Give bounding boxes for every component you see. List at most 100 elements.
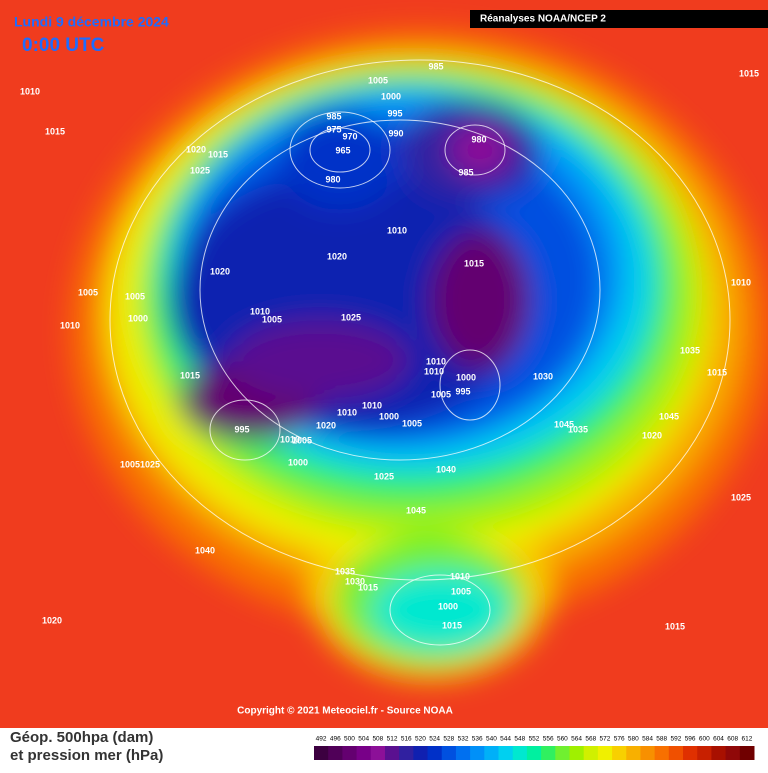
pressure-label: 1015 (208, 149, 228, 159)
pressure-label: 1005 (451, 586, 471, 596)
colorbar-label: 540 (486, 736, 497, 743)
pressure-label: 1005 (402, 418, 422, 428)
colorbar-label: 560 (557, 736, 568, 743)
colorbar-label: 596 (685, 736, 696, 743)
pressure-label: 1025 (731, 492, 751, 502)
pressure-label: 985 (428, 61, 443, 71)
colorbar-label: 516 (401, 736, 412, 743)
colorbar-cell (455, 746, 471, 760)
colorbar-cell (640, 746, 656, 760)
pressure-label: 1020 (327, 251, 347, 261)
pressure-label: 1035 (680, 345, 700, 355)
height-field (70, 30, 768, 680)
pressure-label: 1005 (125, 291, 145, 301)
colorbar-cell (725, 746, 741, 760)
pressure-label: 1010 (731, 277, 751, 287)
colorbar-cell (697, 746, 712, 760)
pressure-label: 1025 (374, 471, 394, 481)
pressure-label: 1010 (20, 86, 40, 96)
pressure-label: 1010 (387, 225, 407, 235)
colorbar-label: 604 (713, 736, 724, 743)
colorbar-label: 524 (429, 736, 440, 743)
colorbar-cell (739, 746, 755, 760)
pressure-label: 975 (326, 124, 341, 134)
colorbar-label: 508 (372, 736, 383, 743)
pressure-label: 980 (471, 134, 486, 144)
colorbar-label: 528 (443, 736, 454, 743)
pressure-label: 1000 (379, 411, 399, 421)
pressure-label: 1005 (431, 389, 451, 399)
colorbar-cell (569, 746, 585, 760)
colorbar-cell (314, 746, 329, 760)
pressure-label: 1045 (554, 419, 574, 429)
pressure-label: 1000 (438, 601, 458, 611)
colorbar-cell (526, 746, 542, 760)
pressure-label: 1040 (436, 464, 456, 474)
colorbar-cell (384, 746, 400, 760)
pressure-label: 1040 (195, 545, 215, 555)
colorbar-label: 592 (671, 736, 682, 743)
colorbar-cell (541, 746, 556, 760)
pressure-label: 995 (234, 424, 249, 434)
colorbar-label: 496 (330, 736, 341, 743)
pressure-label: 1025 (341, 312, 361, 322)
pressure-label: 1010 (362, 400, 382, 410)
colorbar-cell (512, 746, 528, 760)
colorbar-cell (413, 746, 429, 760)
pressure-label: 1015 (358, 582, 378, 592)
pressure-label: 1020 (42, 615, 62, 625)
pressure-label: 1030 (345, 576, 365, 586)
colorbar: 492 496 500 504 508 512 516 520 524 528 532 536 540 5… (314, 736, 755, 760)
colorbar-label: 576 (614, 736, 625, 743)
colorbar-label: 548 (514, 736, 525, 743)
pressure-label: 1015 (45, 126, 65, 136)
colorbar-cell (441, 746, 457, 760)
colorbar-cell (399, 746, 414, 760)
pressure-label: 1005 (292, 435, 312, 445)
time: 0:00 UTC (22, 35, 105, 56)
pressure-label: 1020 (642, 430, 662, 440)
pressure-label: 1010 (337, 407, 357, 417)
colorbar-label: 520 (415, 736, 426, 743)
colorbar-label: 500 (344, 736, 355, 743)
source: Réanalyses NOAA/NCEP 2 (480, 14, 606, 25)
pressure-label: 1020 (316, 420, 336, 430)
pressure-label: 1010 (426, 356, 446, 366)
pressure-label: 1025 (140, 459, 160, 469)
colorbar-cell (711, 746, 727, 760)
pressure-label: 1010 (60, 320, 80, 330)
pressure-label: 1045 (406, 505, 426, 515)
title: Lundi 9 décembre 2024 (14, 14, 169, 30)
pressure-label: 1010 (280, 434, 300, 444)
colorbar-cell (612, 746, 627, 760)
pressure-label: 1025 (190, 165, 210, 175)
colorbar-label: 504 (358, 736, 369, 743)
colorbar-label: 612 (741, 736, 752, 743)
isobars (109, 59, 731, 646)
pressure-label: 980 (325, 174, 340, 184)
colorbar-cell (342, 746, 358, 760)
pressure-label: 1015 (665, 621, 685, 631)
pressure-label: 1045 (659, 411, 679, 421)
colorbar-cell (668, 746, 684, 760)
colorbar-cell (583, 746, 599, 760)
pressure-label: 985 (458, 167, 473, 177)
colorbar-cell (370, 746, 386, 760)
pressure-label: 1035 (335, 566, 355, 576)
pressure-label: 990 (388, 128, 403, 138)
pressure-label: 1035 (568, 424, 588, 434)
pressure-label: 965 (335, 145, 350, 155)
colorbar-cell (498, 746, 514, 760)
colorbar-cell (654, 746, 670, 760)
pressure-label: 970 (342, 131, 357, 141)
legend-line: et pression mer (hPa) (10, 747, 163, 764)
pressure-label: 1005 (78, 287, 98, 297)
pressure-label: 1000 (456, 372, 476, 382)
colorbar-label: 580 (628, 736, 639, 743)
pressure-label: 1010 (424, 366, 444, 376)
pressure-label: 1005 (368, 75, 388, 85)
pressure-label: 995 (387, 108, 402, 118)
pressure-label: 1010 (450, 571, 470, 581)
colorbar-cell (555, 746, 570, 760)
